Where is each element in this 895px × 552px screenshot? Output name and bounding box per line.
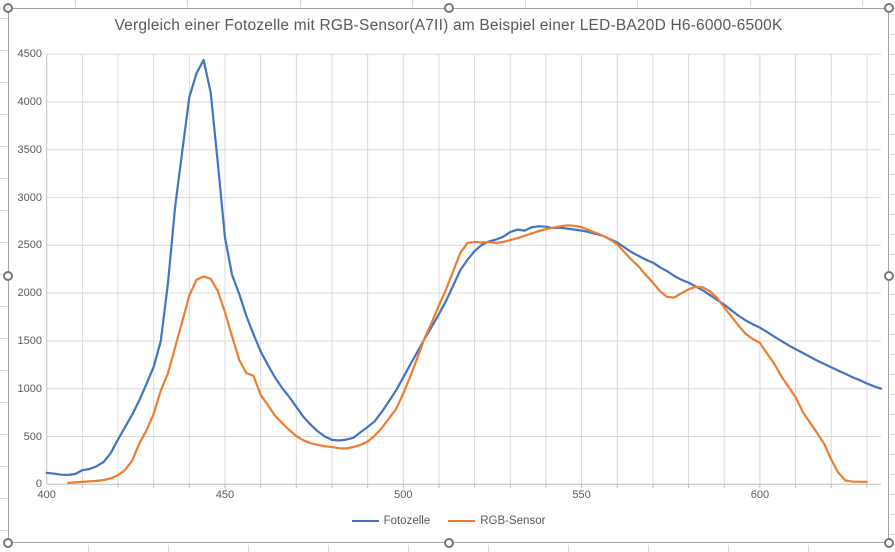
- sheet-cell-border: [890, 214, 895, 215]
- legend-item-rgb-sensor[interactable]: RGB-Sensor: [448, 515, 545, 527]
- sheet-cell-border: [890, 114, 895, 115]
- sheet-cell-border: [890, 414, 895, 415]
- y-axis-tick-label: 3000: [17, 191, 42, 204]
- y-axis-tick-label: 1500: [17, 334, 42, 347]
- resize-handle-bottom-center[interactable]: [443, 538, 454, 548]
- sheet-cell-border: [890, 154, 895, 155]
- sheet-cell-border: [248, 545, 249, 552]
- y-axis-tick-label: 1000: [17, 382, 42, 395]
- sheet-cell-border: [408, 545, 409, 552]
- series-line-fotozelle[interactable]: [45, 58, 883, 476]
- sheet-cell-border: [890, 254, 895, 255]
- sheet-cell-border: [0, 466, 7, 467]
- sheet-cell-border: [0, 114, 7, 115]
- y-axis-tick-label: 4500: [17, 48, 42, 61]
- sheet-cell-border: [890, 394, 895, 395]
- sheet-cell-border: [75, 0, 76, 7]
- sheet-cell-border: [890, 54, 895, 55]
- sheet-cell-border: [0, 530, 7, 531]
- x-axis-tick-label: 500: [394, 489, 413, 501]
- sheet-cell-border: [525, 0, 526, 7]
- sheet-cell-border: [890, 234, 895, 235]
- sheet-cell-border: [890, 374, 895, 375]
- resize-handle-bottom-right[interactable]: [884, 538, 894, 548]
- sheet-cell-border: [890, 474, 895, 475]
- sheet-cell-border: [890, 494, 895, 495]
- sheet-cell-border: [890, 434, 895, 435]
- sheet-cell-border: [890, 94, 895, 95]
- sheet-cell-border: [0, 82, 7, 83]
- x-axis-tick-label: 600: [750, 489, 770, 501]
- sheet-cell-border: [0, 306, 7, 307]
- y-axis-tick-label: 2000: [17, 287, 42, 300]
- sheet-cell-border: [412, 0, 413, 7]
- sheet-cell-border: [890, 314, 895, 315]
- sheet-cell-border: [890, 34, 895, 35]
- resize-handle-middle-left[interactable]: [3, 270, 13, 281]
- sheet-cell-border: [862, 0, 863, 7]
- sheet-cell-border: [0, 498, 7, 499]
- sheet-cell-border: [750, 0, 751, 7]
- chart-title[interactable]: Vergleich einer Fotozelle mit RGB-Sensor…: [114, 17, 783, 34]
- y-axis-tick-label: 2500: [17, 239, 42, 252]
- sheet-cell-border: [637, 0, 638, 7]
- sheet-cell-border: [890, 514, 895, 515]
- sheet-cell-border: [0, 434, 7, 435]
- sheet-cell-border: [648, 545, 649, 552]
- sheet-cell-border: [0, 50, 7, 51]
- sheet-cell-border: [890, 294, 895, 295]
- y-axis-tick-label: 0: [35, 478, 42, 491]
- x-axis-tick-label: 450: [215, 489, 235, 501]
- legend-label-fotozelle: Fotozelle: [383, 515, 431, 527]
- sheet-cell-border: [0, 178, 7, 179]
- sheet-cell-border: [890, 334, 895, 335]
- fotozelle-line-swatch-icon: [351, 519, 379, 523]
- sheet-cell-border: [890, 454, 895, 455]
- sheet-cell-border: [328, 545, 329, 552]
- sheet-cell-border: [0, 210, 7, 211]
- sheet-cell-border: [890, 14, 895, 15]
- legend-item-fotozelle[interactable]: Fotozelle: [351, 515, 431, 527]
- x-axis-tick-label: 550: [572, 489, 591, 501]
- sheet-cell-border: [0, 18, 7, 19]
- legend[interactable]: Fotozelle RGB-Sensor: [8, 515, 889, 527]
- rgb-sensor-line-swatch-icon: [448, 519, 476, 523]
- sheet-cell-border: [187, 0, 188, 7]
- sheet-cell-border: [728, 545, 729, 552]
- x-axis-tick-label: 400: [37, 489, 56, 501]
- sheet-cell-border: [0, 370, 7, 371]
- sheet-cell-border: [890, 194, 895, 195]
- sheet-cell-border: [0, 242, 7, 243]
- y-axis-tick-label: 3500: [17, 143, 42, 156]
- resize-handle-middle-right[interactable]: [884, 270, 894, 281]
- sheet-cell-border: [0, 402, 7, 403]
- sheet-cell-border: [568, 545, 569, 552]
- resize-handle-top-center[interactable]: [443, 3, 454, 13]
- y-axis-tick-label: 4000: [17, 96, 42, 108]
- sheet-cell-border: [300, 0, 301, 7]
- sheet-cell-border: [0, 338, 7, 339]
- y-axis-tick-label: 500: [23, 430, 42, 443]
- sheet-cell-border: [890, 74, 895, 75]
- sheet-cell-border: [890, 134, 895, 135]
- legend-label-rgb-sensor: RGB-Sensor: [480, 515, 546, 527]
- resize-handle-top-right[interactable]: [884, 3, 894, 13]
- sheet-cell-border: [168, 545, 169, 552]
- chart-area[interactable]: [3, 3, 894, 548]
- sheet-cell-border: [890, 174, 895, 175]
- sheet-cell-border: [488, 545, 489, 552]
- sheet-cell-border: [890, 354, 895, 355]
- series-line-rgb-sensor[interactable]: [66, 224, 869, 484]
- resize-handle-bottom-left[interactable]: [3, 538, 13, 548]
- sheet-cell-border: [808, 545, 809, 552]
- sheet-cell-border: [890, 534, 895, 535]
- sheet-cell-border: [88, 545, 89, 552]
- resize-handle-top-left[interactable]: [3, 3, 13, 13]
- sheet-cell-border: [0, 146, 7, 147]
